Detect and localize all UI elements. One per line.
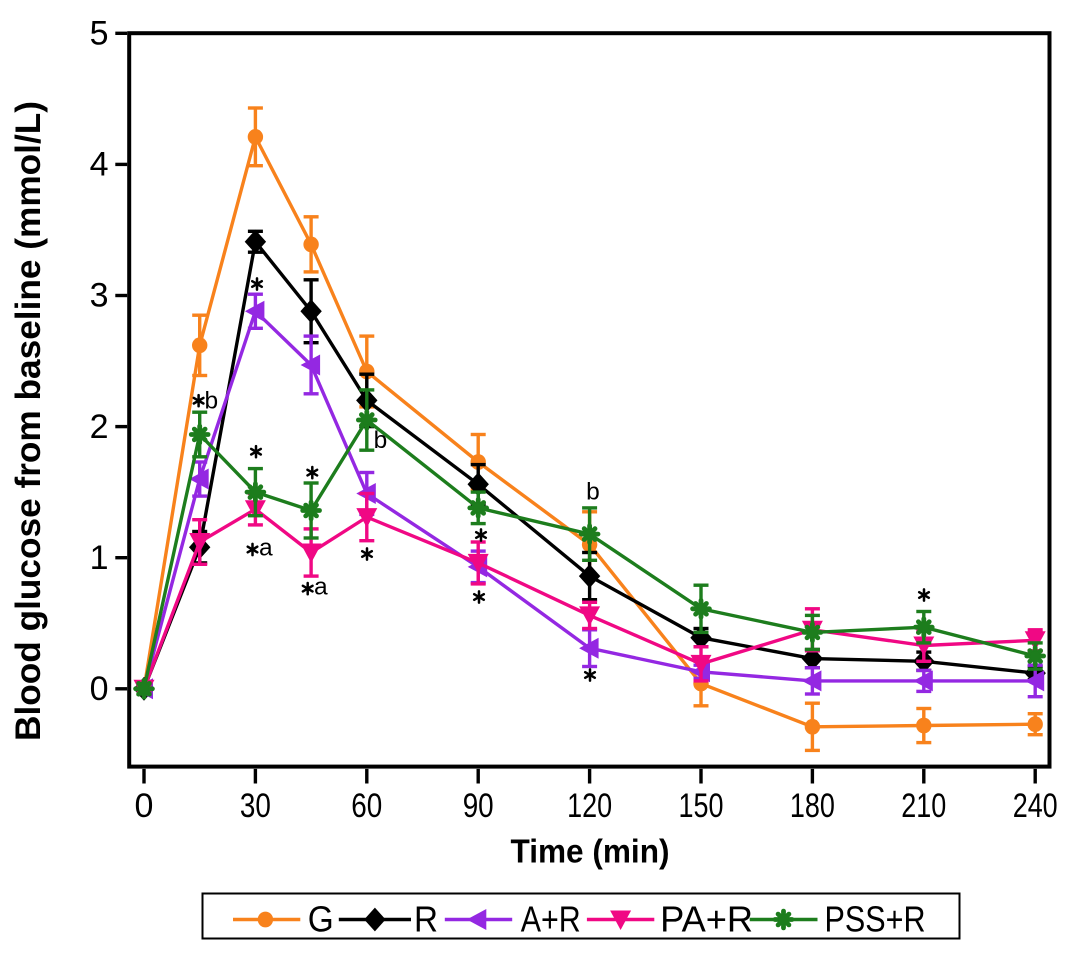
svg-text:150: 150 [679, 787, 724, 825]
svg-text:PSS+R: PSS+R [825, 899, 926, 940]
svg-text:1: 1 [90, 539, 109, 577]
svg-text:90: 90 [463, 787, 494, 825]
svg-text:a: a [314, 573, 328, 600]
svg-text:b: b [204, 388, 218, 415]
svg-text:b: b [374, 427, 388, 454]
svg-text:R: R [414, 899, 438, 940]
svg-text:b: b [586, 478, 600, 505]
svg-text:A+R: A+R [521, 899, 581, 940]
svg-text:2: 2 [90, 408, 109, 446]
svg-text:5: 5 [90, 15, 109, 53]
svg-text:60: 60 [351, 787, 382, 825]
svg-text:120: 120 [567, 787, 612, 825]
svg-text:240: 240 [1013, 787, 1058, 825]
svg-text:G: G [308, 899, 334, 940]
svg-text:4: 4 [90, 146, 109, 184]
svg-text:Blood glucose from baseline (m: Blood glucose from baseline (mmol/L) [9, 101, 48, 741]
svg-text:3: 3 [90, 277, 109, 315]
svg-text:Time (min): Time (min) [511, 833, 670, 870]
svg-text:30: 30 [240, 787, 271, 825]
svg-text:0: 0 [135, 787, 154, 825]
svg-text:210: 210 [901, 787, 946, 825]
svg-text:PA+R: PA+R [660, 899, 753, 940]
svg-text:a: a [259, 534, 273, 561]
svg-text:180: 180 [790, 787, 835, 825]
svg-text:0: 0 [90, 670, 109, 708]
